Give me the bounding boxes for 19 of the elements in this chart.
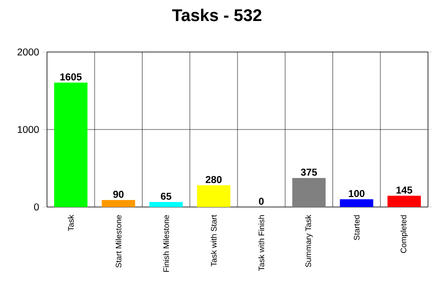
- data-label: 65: [160, 192, 172, 200]
- chart-title: Tasks - 532: [172, 8, 262, 22]
- data-label: 1605: [60, 73, 82, 80]
- bar: [340, 199, 374, 207]
- y-tick-label: 2000: [18, 48, 39, 56]
- bar: [388, 196, 421, 207]
- data-label: 100: [348, 190, 364, 198]
- data-label: 280: [206, 176, 222, 184]
- data-label: 0: [258, 198, 264, 205]
- bar: [197, 185, 230, 207]
- data-label: 145: [396, 186, 412, 194]
- bar: [149, 202, 183, 207]
- bar: [54, 82, 88, 207]
- bar: [292, 178, 326, 207]
- data-label: 375: [300, 168, 317, 176]
- y-tick-label: 1000: [18, 126, 39, 134]
- bar: [102, 200, 136, 207]
- data-label: 90: [113, 190, 124, 198]
- y-tick-label: 0: [34, 203, 39, 211]
